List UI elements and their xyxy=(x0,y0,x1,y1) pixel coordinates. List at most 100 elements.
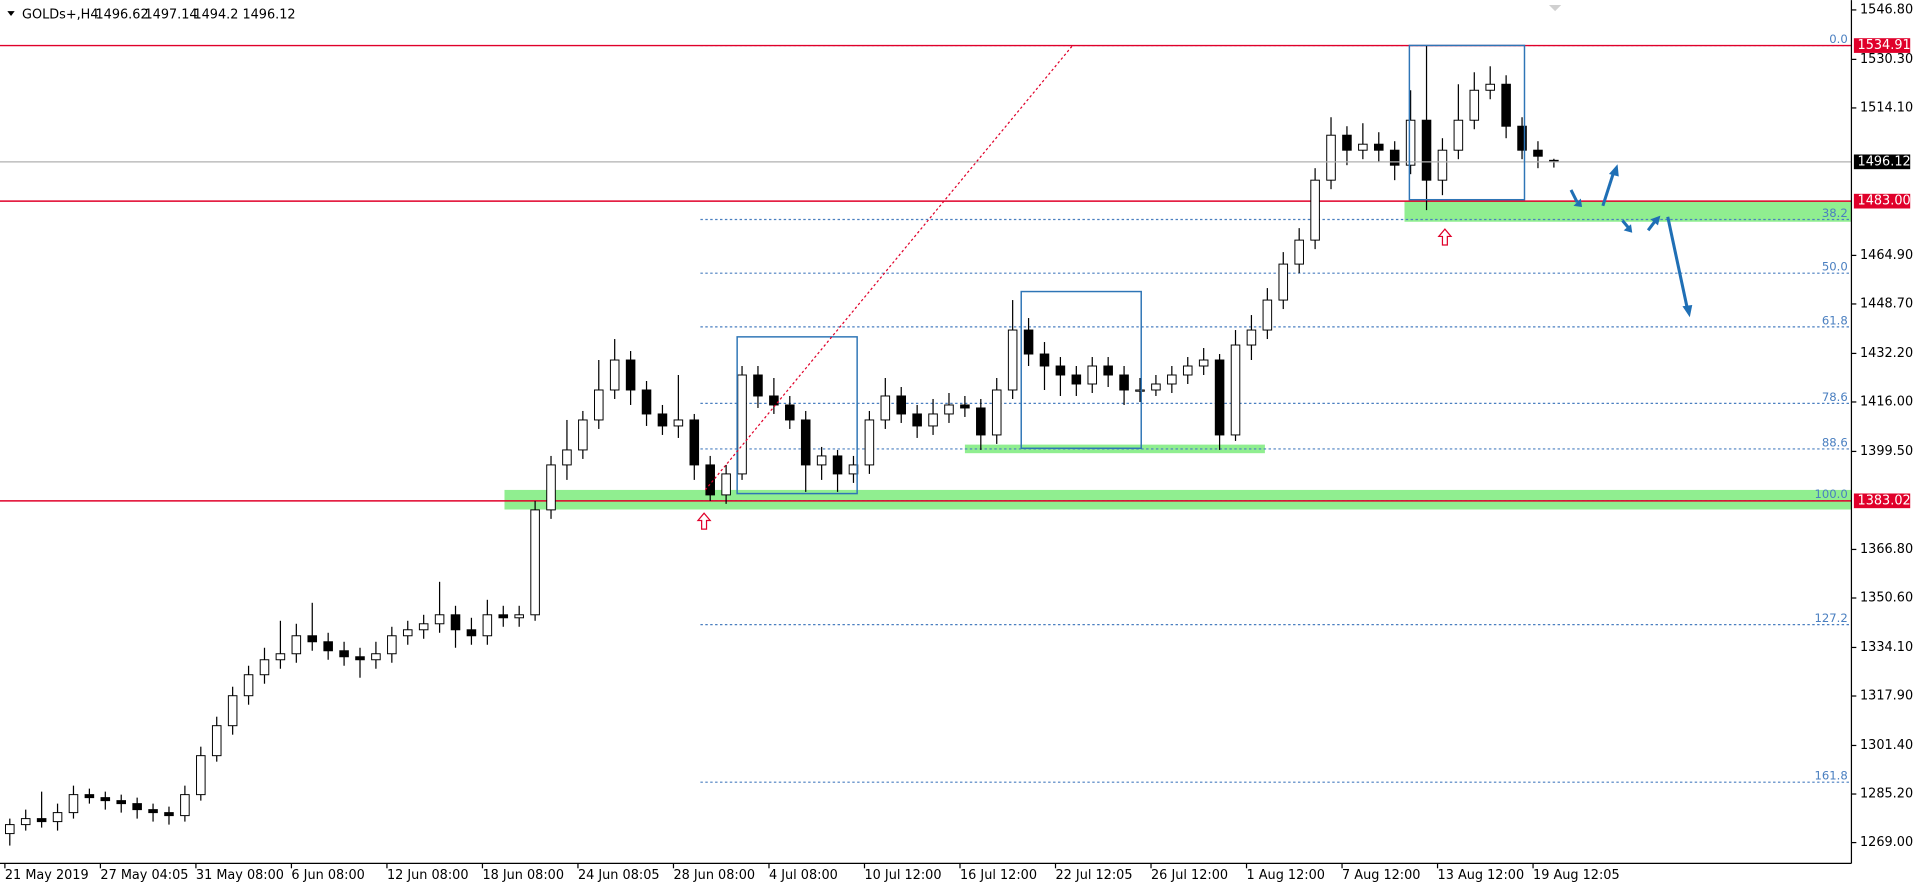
candle-body xyxy=(402,629,413,637)
plot xyxy=(0,44,1852,846)
candle-body xyxy=(896,395,907,415)
candle-body xyxy=(180,794,190,817)
candle-body xyxy=(1389,149,1400,166)
candle-body xyxy=(1517,125,1527,151)
candle-body xyxy=(339,650,349,658)
fibo-label: 78.6 xyxy=(1822,390,1848,404)
candle-body xyxy=(355,656,365,661)
candle-body xyxy=(562,449,572,466)
candle-body xyxy=(1007,329,1018,391)
candle-body xyxy=(1501,83,1511,127)
candle-body xyxy=(211,725,222,757)
y-tick-label: 1546.80 xyxy=(1860,2,1913,17)
y-tick-label: 1416.00 xyxy=(1860,394,1913,409)
candle-body xyxy=(1023,329,1034,355)
candle-body xyxy=(243,674,254,697)
y-tick-label: 1448.70 xyxy=(1860,296,1913,311)
candle-body xyxy=(1374,143,1384,151)
fibo-label: 38.2 xyxy=(1822,206,1848,220)
fibo-label: 61.8 xyxy=(1822,313,1848,327)
candle-body xyxy=(371,653,381,661)
candle-body xyxy=(1278,263,1289,301)
x-tick-label: 1 Aug 12:00 xyxy=(1247,868,1325,883)
fibo-label: 0.0 xyxy=(1829,32,1848,46)
level-tag xyxy=(1853,493,1911,509)
candle-body xyxy=(1119,374,1129,391)
candle-body xyxy=(912,413,922,427)
fibo-label: 88.6 xyxy=(1822,435,1848,449)
candle-body xyxy=(928,413,938,427)
y-tick-label: 1285.20 xyxy=(1860,787,1913,802)
candle-body xyxy=(1405,119,1416,166)
y-tick-label: 1464.90 xyxy=(1860,248,1913,263)
candle-body xyxy=(641,389,652,415)
candle-body xyxy=(164,812,174,817)
scroll-marker xyxy=(1548,5,1562,12)
candle-body xyxy=(466,629,477,637)
candle-body xyxy=(944,404,954,415)
candle-body xyxy=(275,653,286,661)
fibo-label: 50.0 xyxy=(1822,260,1848,274)
y-tick-label: 1269.00 xyxy=(1860,835,1913,850)
candle-body xyxy=(880,395,891,421)
menu-triangle xyxy=(7,11,15,17)
candle-body xyxy=(1326,134,1336,181)
y-tick-label: 1334.10 xyxy=(1860,640,1913,655)
candle-body xyxy=(291,635,302,655)
y-tick-label: 1432.20 xyxy=(1860,346,1913,361)
level-label: 1534.91 xyxy=(1858,38,1911,53)
candle-body xyxy=(1071,374,1082,385)
candle-body xyxy=(1182,365,1193,376)
candle-body xyxy=(1469,89,1480,121)
level-tag xyxy=(1853,38,1911,53)
candle-body xyxy=(816,455,827,466)
x-tick-label: 24 Jun 08:05 xyxy=(578,868,660,883)
candle-body xyxy=(1055,365,1066,376)
candle-body xyxy=(1453,119,1464,151)
ohlc-low: 1494.2 xyxy=(193,7,238,22)
candle-body xyxy=(100,797,111,802)
candle-body xyxy=(769,395,779,406)
candle-body xyxy=(800,419,811,466)
candle-body xyxy=(1262,299,1273,331)
x-tick-label: 6 Jun 08:00 xyxy=(291,868,364,883)
support-zone xyxy=(1404,200,1853,222)
candle-body xyxy=(609,359,620,391)
candle-body xyxy=(482,614,493,637)
range-box xyxy=(736,336,858,495)
fibo-label: 100.0 xyxy=(1814,487,1847,501)
candle-body xyxy=(1198,359,1209,367)
candle-body xyxy=(657,413,668,427)
candle-body xyxy=(546,464,556,511)
candle-body xyxy=(832,455,843,475)
x-tick-label: 19 Aug 12:05 xyxy=(1533,868,1620,883)
candle-body xyxy=(1437,149,1448,181)
x-tick-label: 4 Jul 08:00 xyxy=(769,868,838,883)
y-tick-label: 1530.30 xyxy=(1860,52,1913,67)
candle-body xyxy=(1103,365,1113,376)
support-zone xyxy=(504,489,1853,510)
x-tick-label: 18 Jun 08:00 xyxy=(482,868,564,883)
candle-body xyxy=(1421,119,1432,181)
candle-body xyxy=(227,695,238,727)
candle-body xyxy=(116,800,126,805)
price-axis xyxy=(1851,0,1920,888)
candle-body xyxy=(785,404,795,421)
candle-body xyxy=(514,614,524,619)
candle-body xyxy=(148,809,158,814)
level-label: 1383.02 xyxy=(1858,493,1911,508)
candle-body xyxy=(976,407,986,436)
candle-body xyxy=(1310,179,1320,241)
x-tick-label: 12 Jun 08:00 xyxy=(387,868,469,883)
ohlc-high: 1497.14 xyxy=(144,7,197,22)
candle-body xyxy=(1342,134,1352,151)
range-box xyxy=(1408,44,1526,201)
candle-body xyxy=(625,359,636,391)
range-box xyxy=(1020,290,1142,450)
candle-body xyxy=(1294,239,1304,265)
candle-body xyxy=(20,818,31,826)
scenario-arrows xyxy=(1569,164,1693,318)
candle-body xyxy=(434,614,445,625)
y-tick-label: 1350.60 xyxy=(1860,591,1913,606)
